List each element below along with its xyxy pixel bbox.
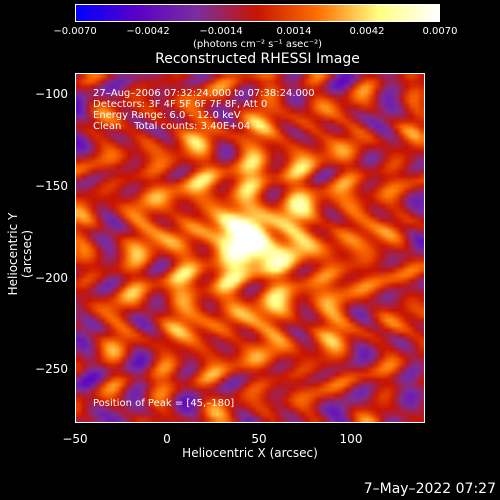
image-plot-area [75,73,425,423]
info-detectors: Detectors: 3F 4F 5F 6F 7F 8F, Att 0 [93,99,268,110]
colorbar-tick-label: −0.0070 [53,26,97,37]
x-tick-label: 50 [251,432,267,446]
info-time-range: 27–Aug–2006 07:32:24.000 to 07:38:24.000 [93,88,315,99]
heatmap-image [76,74,424,422]
colorbar-tick-label: 0.0042 [349,26,385,37]
colorbar-tick-label: −0.0042 [126,26,170,37]
colorbar-tick-label: 0.0070 [422,26,458,37]
info-peak-position: Position of Peak = [45,–180] [93,398,235,409]
info-clean-counts: Clean Total counts: 3.40E+04 [93,121,251,132]
image-title: Reconstructed RHESSI Image [155,51,360,67]
colorbar-tick-label: 0.0014 [276,26,312,37]
x-tick-label: 100 [339,432,363,446]
info-energy-range: Energy Range: 6.0 – 12.0 keV [93,110,241,121]
y-axis-label: Heliocentric Y (arcsec) [6,212,34,296]
colorbar [75,4,440,22]
colorbar-unit-label: (photons cm⁻² s⁻¹ asec⁻²) [192,39,323,50]
x-tick-label: 0 [163,432,171,446]
x-axis-label: Heliocentric X (arcsec) [182,446,318,460]
y-tick-label: −250 [35,362,68,376]
x-tick-label: −50 [62,432,88,446]
footer-timestamp: 7–May–2022 07:27 [363,481,496,497]
colorbar-tick-label: −0.0014 [199,26,243,37]
y-tick-label: −100 [35,87,68,101]
y-tick-label: −200 [35,271,68,285]
y-tick-label: −150 [35,179,68,193]
